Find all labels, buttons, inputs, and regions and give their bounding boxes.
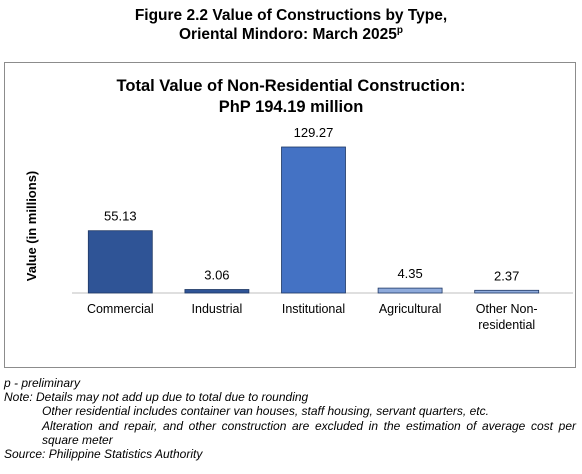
chart-title-line1: Total Value of Non-Residential Construct… [116,77,466,95]
category-label-institutional: Institutional [282,302,345,316]
residential-note: Other residential includes container van… [42,404,489,419]
bar-other-non-residential [474,289,540,294]
figure-title-line2-text: Oriental Mindoro: March 2025 [178,26,397,43]
value-label-other-non-residential: 2.37 [494,268,519,283]
source-note: Source: Philippine Statistics Authority [4,447,203,462]
preliminary-note: p - preliminary [4,376,81,390]
figure-title-line1: Figure 2.2 Value of Constructions by Typ… [134,7,448,24]
category-label-industrial: Industrial [192,302,243,316]
chart-title: Total Value of Non-Residential Construct… [0,76,582,118]
bar-agricultural [377,287,443,294]
category-label-commercial: Commercial [87,302,154,316]
notes-section: p - preliminary Note: Details may not ad… [4,376,576,461]
figure-title-line2: Oriental Mindoro: March 2025p [0,25,582,44]
bar-industrial [184,289,250,294]
bars-group: 55.13 Commercial 3.06 Industrial 129.27 Insti… [87,125,540,332]
value-label-institutional: 129.27 [294,125,334,140]
chart-title-line2: PhP 194.19 million [218,98,364,116]
category-label-other-non-residential: Other Non-residential [476,302,538,332]
value-label-industrial: 3.06 [204,268,229,283]
rounding-note: Note: Details may not add up due to tota… [4,390,309,405]
value-label-commercial: 55.13 [104,209,137,224]
figure-title: Figure 2.2 Value of Constructions by Typ… [0,6,582,44]
preliminary-superscript: p [396,24,404,36]
y-axis-label: Value (in millions) [24,171,39,282]
alteration-note: Alteration and repair, and other constru… [42,418,576,447]
bar-commercial [87,230,153,294]
bar-institutional [281,146,346,294]
category-label-agricultural: Agricultural [379,302,442,316]
value-label-agricultural: 4.35 [397,266,422,281]
